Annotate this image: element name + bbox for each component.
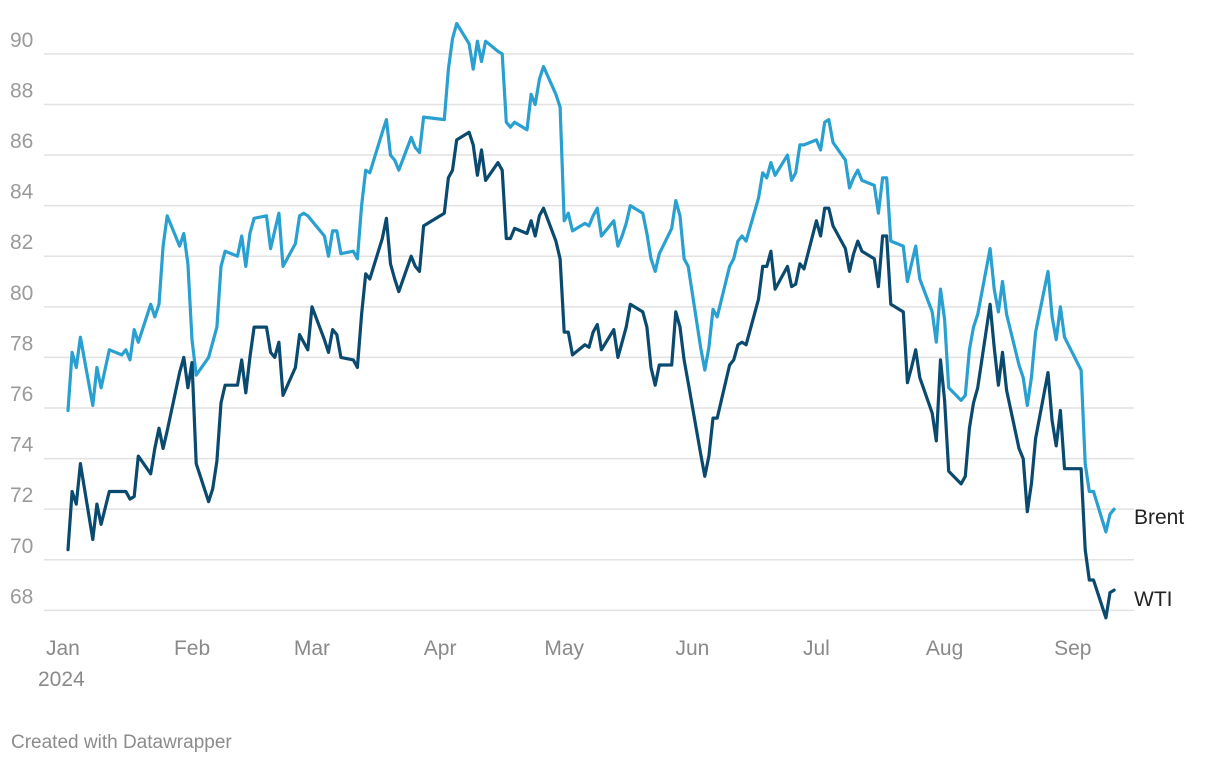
x-tick-label: May [544,637,584,660]
x-tick-label: Jan [46,637,80,660]
y-axis-ticks: 68 70 72 74 76 78 80 82 84 86 88 90 [10,29,34,608]
series-label-wti: WTI [1134,588,1172,611]
y-tick-label: 70 [10,535,33,558]
y-tick-label: 72 [10,484,33,507]
y-tick-label: 88 [10,79,33,102]
series-label-brent: Brent [1134,506,1184,529]
x-tick-label: Feb [174,637,210,660]
y-tick-label: 82 [10,231,33,254]
y-tick-label: 84 [10,181,34,204]
x-tick-label: Jul [803,637,830,660]
y-tick-label: 90 [10,29,33,52]
x-tick-label: Sep [1054,637,1091,660]
x-tick-sublabel: 2024 [38,668,85,691]
y-tick-label: 76 [10,383,33,406]
series-line-wti [66,130,1116,620]
y-tick-label: 74 [10,434,34,457]
x-tick-label: Aug [926,637,963,660]
x-tick-label: Apr [424,637,457,660]
y-tick-label: 68 [10,585,33,608]
series-line-brent [66,21,1116,534]
x-axis-ticks: Jan 2024 Feb Mar Apr May Jun Jul Aug Sep [38,637,1091,691]
x-tick-label: Mar [294,637,330,660]
gridlines [44,53,1134,612]
y-tick-label: 80 [10,282,33,305]
credit-text: Created with Datawrapper [11,732,232,753]
x-tick-label: Jun [675,637,709,660]
y-tick-label: 78 [10,332,33,355]
series-lines [66,21,1116,620]
y-tick-label: 86 [10,130,33,153]
